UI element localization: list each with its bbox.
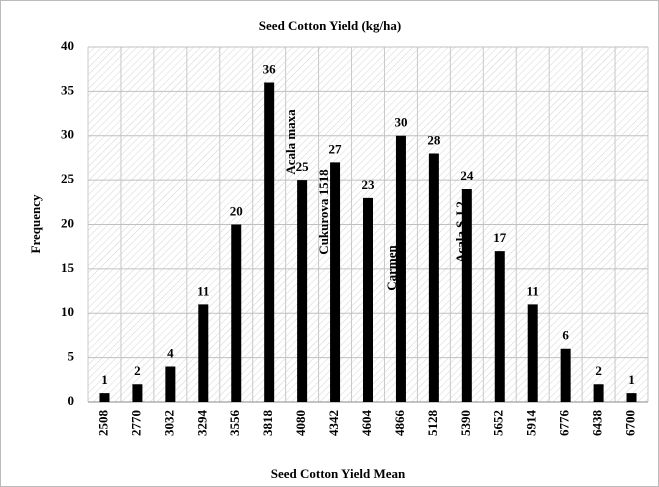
y-tick-label: 40 [61,38,74,53]
x-tick-label: 3818 [260,410,275,437]
value-label: 2 [134,363,141,378]
x-tick-label: 2508 [95,410,110,437]
x-tick-label: 4866 [392,410,407,437]
x-tick-label: 6700 [623,410,638,436]
bar [165,366,176,402]
bar [231,224,242,402]
annotation: Acala S.J.2 [453,201,468,263]
x-tick-label: 5390 [458,410,473,436]
y-tick-label: 20 [61,215,74,230]
bar [99,393,110,402]
y-tick-label: 15 [61,260,75,275]
bar [297,180,308,402]
value-label: 4 [167,345,174,360]
value-label: 11 [527,283,539,298]
x-tick-label: 6776 [557,410,572,437]
value-label: 6 [562,328,569,343]
value-label: 23 [362,177,376,192]
x-tick-label: 4342 [326,410,341,436]
bar [560,348,571,402]
x-tick-label: 5128 [425,410,440,437]
bar [330,162,341,402]
annotation: Acala maxa [283,109,298,175]
bar [395,135,406,402]
x-tick-label: 3032 [161,410,176,436]
value-label: 17 [493,230,507,245]
bar [527,304,538,402]
y-tick-label: 5 [68,349,75,364]
annotation: Cukurova 1518 [316,169,331,255]
y-tick-label: 10 [61,304,74,319]
value-label: 11 [197,283,209,298]
x-tick-label: 5914 [524,410,539,437]
value-label: 1 [628,372,635,387]
bar [593,384,604,402]
x-tick-label: 2770 [128,410,143,436]
x-tick-label: 4604 [359,410,374,437]
value-label: 1 [101,372,108,387]
bar [494,251,505,402]
y-tick-label: 25 [61,171,75,186]
value-label: 25 [296,159,310,174]
x-tick-label: 4080 [293,410,308,436]
y-tick-label: 30 [61,127,74,142]
value-label: 27 [329,141,343,156]
bar [626,393,637,402]
value-label: 20 [230,203,243,218]
x-tick-label: 5652 [491,410,506,436]
value-label: 36 [263,61,277,76]
y-tick-label: 35 [61,82,75,97]
y-tick-label: 0 [68,393,75,408]
bar [461,189,472,402]
x-axis-label: Seed Cotton Yield Mean [271,466,406,481]
y-axis-label: Frequency [28,194,43,253]
x-tick-label: 6438 [590,410,605,437]
x-tick-label: 3294 [194,410,209,437]
value-label: 24 [460,168,474,183]
bar [198,304,209,402]
value-label: 28 [427,132,441,147]
chart-title: Seed Cotton Yield (kg/ha) [259,18,401,33]
value-label: 30 [394,115,407,130]
bar [132,384,143,402]
bar [428,153,439,402]
x-tick-label: 3556 [227,410,242,437]
bar [363,197,373,402]
bar [264,82,275,402]
annotation: Carmen [384,244,399,290]
value-label: 2 [595,363,602,378]
